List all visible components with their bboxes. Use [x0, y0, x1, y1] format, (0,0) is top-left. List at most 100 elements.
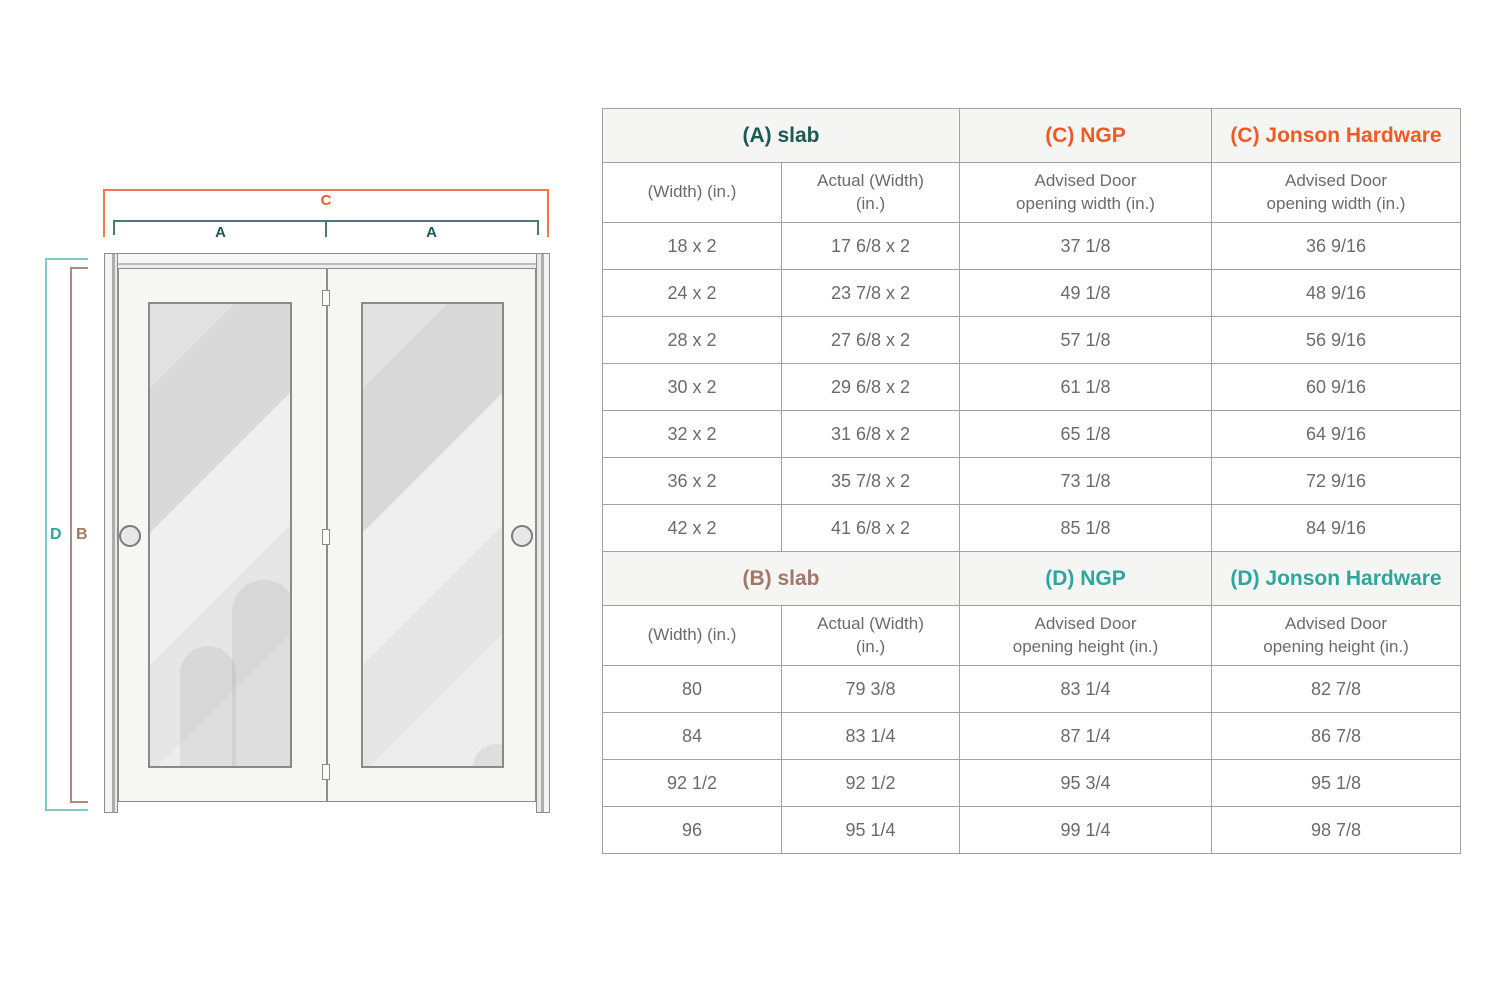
table-cell: 73 1/8: [959, 457, 1213, 505]
table-cell: 49 1/8: [959, 269, 1213, 317]
table-cell: 17 6/8 x 2: [780, 222, 961, 270]
group-header-cell: (C) NGP: [959, 108, 1213, 163]
column-header-cell: Actual (Width) (in.): [780, 605, 961, 666]
group-header-cell: (C) Jonson Hardware: [1211, 108, 1462, 163]
table-cell: 65 1/8: [959, 410, 1213, 458]
door-diagram: C A A D B: [0, 0, 600, 1001]
door-knob-right: [511, 525, 533, 547]
group-header-cell: (A) slab: [601, 108, 961, 163]
table-row: 24 x 2 23 7/8 x 2 49 1/8 48 9/16: [602, 269, 1462, 317]
table-cell: 27 6/8 x 2: [780, 316, 961, 364]
size-table: (A) slab (C) NGP (C) Jonson Hardware (Width…: [601, 108, 1462, 854]
column-header-cell: Advised Door opening height (in.): [959, 605, 1213, 666]
table-row: 84 83 1/4 87 1/4 86 7/8: [602, 712, 1462, 760]
table-cell: 84: [602, 712, 782, 760]
table-cell: 87 1/4: [959, 712, 1213, 760]
dimension-bracket-c: C: [103, 189, 549, 237]
table-cell: 60 9/16: [1211, 363, 1462, 411]
bracket-a-middle-tick: [325, 222, 327, 237]
door-glass-right: [361, 302, 504, 768]
door-frame-left-jamb: [104, 253, 118, 813]
dimension-label-b: B: [76, 526, 88, 543]
hinge-icon: [322, 290, 330, 306]
table-cell: 61 1/8: [959, 363, 1213, 411]
table-cell: 83 1/4: [780, 712, 961, 760]
table-cell: 57 1/8: [959, 316, 1213, 364]
table-cell: 35 7/8 x 2: [780, 457, 961, 505]
table-cell: 86 7/8: [1211, 712, 1462, 760]
table-group-header-row: (A) slab (C) NGP (C) Jonson Hardware: [601, 108, 1462, 163]
table-cell: 83 1/4: [959, 665, 1213, 713]
dimension-label-a-left: A: [215, 224, 226, 241]
glass-reflection: [473, 744, 502, 766]
table-cell: 85 1/8: [959, 504, 1213, 552]
table-row: 80 79 3/8 83 1/4 82 7/8: [602, 665, 1462, 713]
table-cell: 82 7/8: [1211, 665, 1462, 713]
table-column-header-row: (Width) (in.) Actual (Width) (in.) Advised…: [602, 162, 1462, 223]
table-row: 96 95 1/4 99 1/4 98 7/8: [602, 806, 1462, 854]
table-row: 28 x 2 27 6/8 x 2 57 1/8 56 9/16: [602, 316, 1462, 364]
hinge-icon: [322, 764, 330, 780]
table-row: 18 x 2 17 6/8 x 2 37 1/8 36 9/16: [602, 222, 1462, 270]
table-row: 32 x 2 31 6/8 x 2 65 1/8 64 9/16: [602, 410, 1462, 458]
size-table-panel: (A) slab (C) NGP (C) Jonson Hardware (Width…: [601, 108, 1462, 854]
door-glass-left: [148, 302, 292, 768]
column-header-label: Advised Door opening width (in.): [1266, 170, 1406, 213]
door-frame-head: [104, 253, 550, 269]
table-cell: 95 3/4: [959, 759, 1213, 807]
door-frame-right-jamb: [536, 253, 550, 813]
dimension-label-d: D: [50, 525, 62, 543]
column-header-cell: Advised Door opening height (in.): [1211, 605, 1462, 666]
column-header-cell: Actual (Width) (in.): [780, 162, 961, 223]
table-cell: 84 9/16: [1211, 504, 1462, 552]
table-cell: 48 9/16: [1211, 269, 1462, 317]
hinge-icon: [322, 529, 330, 545]
column-header-label: (Width) (in.): [647, 625, 737, 645]
group-header-cell: (D) Jonson Hardware: [1211, 551, 1462, 606]
table-column-header-row: (Width) (in.) Actual (Width) (in.) Advised…: [602, 605, 1462, 666]
glass-reflection: [232, 580, 290, 766]
table-cell: 36 x 2: [602, 457, 782, 505]
table-cell: 32 x 2: [602, 410, 782, 458]
table-cell: 72 9/16: [1211, 457, 1462, 505]
table-cell: 23 7/8 x 2: [780, 269, 961, 317]
dimension-label-c: C: [320, 192, 332, 209]
column-header-label: Advised Door opening width (in.): [1016, 170, 1155, 213]
dimension-bracket-b: B: [70, 267, 88, 803]
table-cell: 80: [602, 665, 782, 713]
table-cell: 28 x 2: [602, 316, 782, 364]
table-cell: 92 1/2: [780, 759, 961, 807]
dimension-bracket-a: A A: [113, 220, 539, 241]
table-cell: 95 1/8: [1211, 759, 1462, 807]
table-cell: 29 6/8 x 2: [780, 363, 961, 411]
column-header-label: Advised Door opening height (in.): [1012, 613, 1159, 656]
table-row: 92 1/2 92 1/2 95 3/4 95 1/8: [602, 759, 1462, 807]
table-cell: 92 1/2: [602, 759, 782, 807]
table-row: 42 x 2 41 6/8 x 2 85 1/8 84 9/16: [602, 504, 1462, 552]
table-cell: 24 x 2: [602, 269, 782, 317]
column-header-label: (Width) (in.): [647, 182, 737, 202]
column-header-label: Actual (Width) (in.): [817, 170, 924, 213]
table-cell: 30 x 2: [602, 363, 782, 411]
dimension-bracket-d: D: [45, 258, 88, 811]
table-cell: 98 7/8: [1211, 806, 1462, 854]
table-cell: 96: [602, 806, 782, 854]
table-cell: 37 1/8: [959, 222, 1213, 270]
table-group-header-row: (B) slab (D) NGP (D) Jonson Hardware: [601, 551, 1462, 606]
column-header-cell: Advised Door opening width (in.): [959, 162, 1213, 223]
table-row: 30 x 2 29 6/8 x 2 61 1/8 60 9/16: [602, 363, 1462, 411]
door-knob-left: [119, 525, 141, 547]
group-header-cell: (B) slab: [601, 551, 961, 606]
column-header-label: Advised Door opening height (in.): [1263, 613, 1409, 656]
dimension-label-a-right: A: [426, 224, 437, 241]
table-cell: 41 6/8 x 2: [780, 504, 961, 552]
table-cell: 79 3/8: [780, 665, 961, 713]
table-cell: 64 9/16: [1211, 410, 1462, 458]
column-header-cell: (Width) (in.): [602, 162, 782, 223]
column-header-cell: (Width) (in.): [602, 605, 782, 666]
table-cell: 31 6/8 x 2: [780, 410, 961, 458]
table-row: 36 x 2 35 7/8 x 2 73 1/8 72 9/16: [602, 457, 1462, 505]
table-cell: 95 1/4: [780, 806, 961, 854]
table-cell: 42 x 2: [602, 504, 782, 552]
